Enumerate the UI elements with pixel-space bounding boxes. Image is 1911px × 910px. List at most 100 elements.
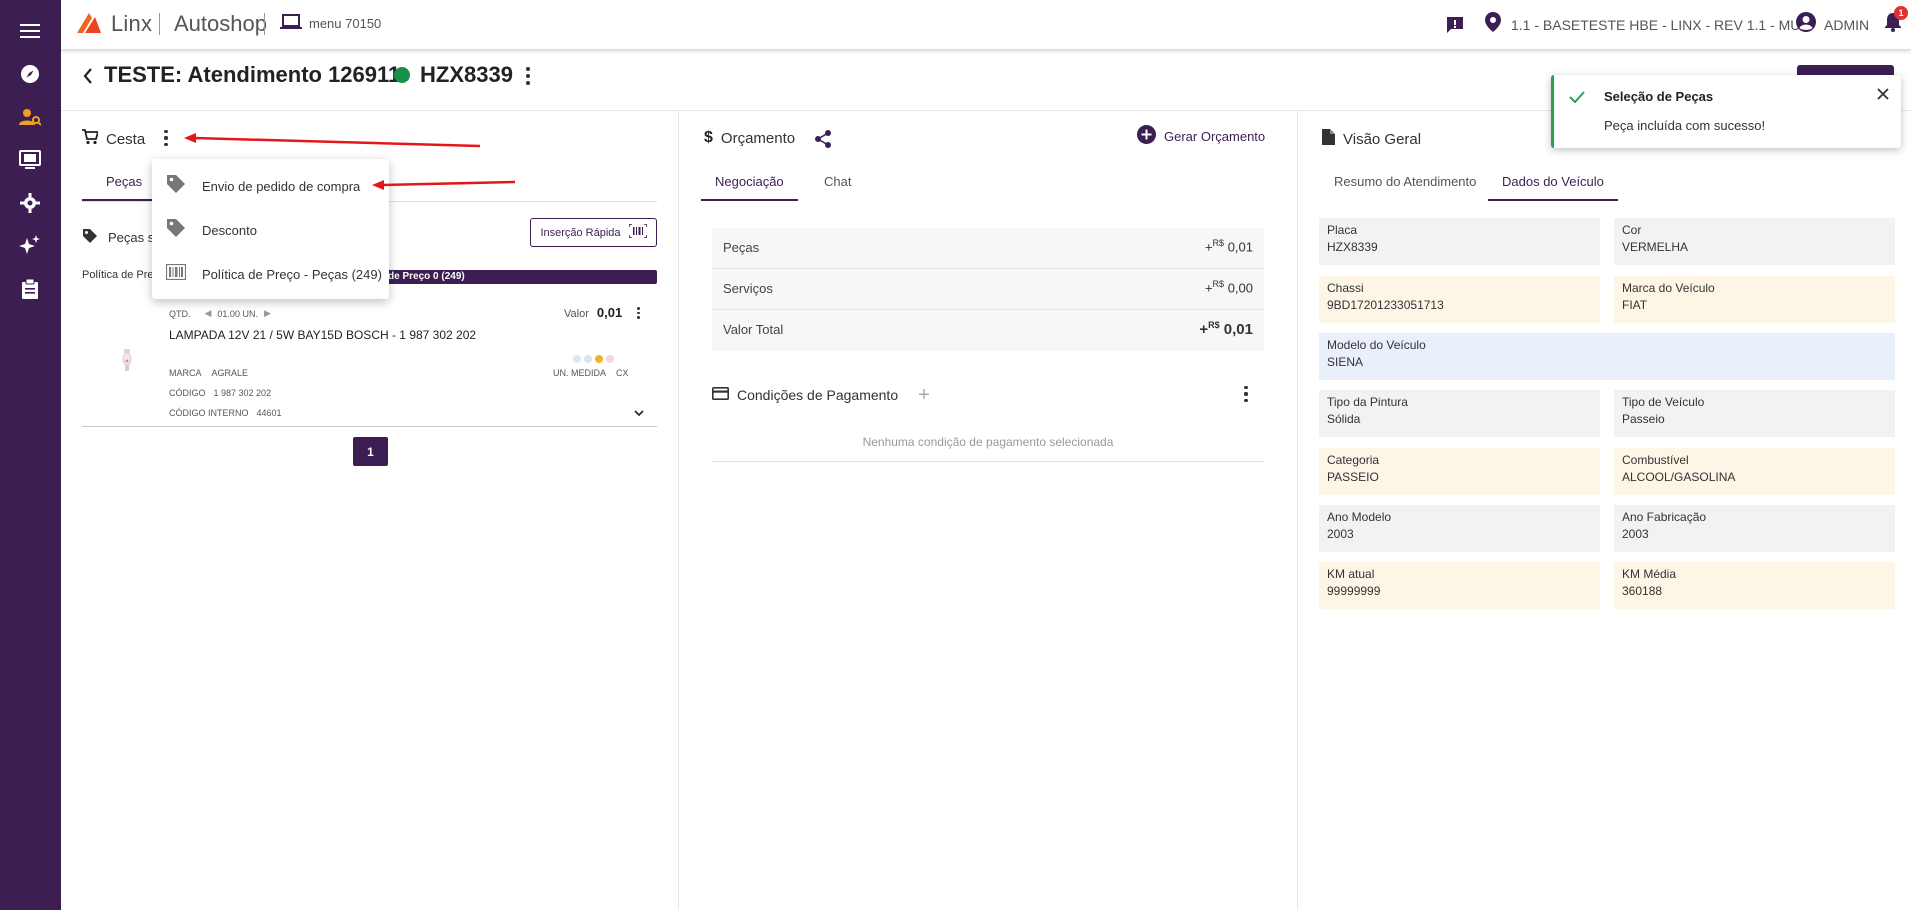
orcamento-title: Orçamento	[720, 129, 796, 147]
field-label: Marca do Veículo	[1622, 281, 1715, 295]
tag-icon	[166, 218, 186, 243]
generate-budget-label: Gerar Orçamento	[1164, 128, 1266, 144]
page-header: TESTE: Atendimento 126911 HZX8339	[61, 49, 1911, 111]
plus-circle-icon	[1137, 125, 1156, 147]
vehicle-field: Ano Modelo 2003	[1319, 505, 1600, 552]
qty-decrease-icon[interactable]: ◀	[204, 308, 212, 318]
field-label: Tipo da Pintura	[1327, 395, 1408, 409]
field-label: Tipo de Veículo	[1622, 395, 1705, 409]
column-divider	[1297, 111, 1298, 910]
clipboard-icon[interactable]	[17, 276, 43, 302]
visao-geral-title: Visão Geral	[1343, 130, 1422, 148]
field-value: 2003	[1327, 527, 1354, 541]
payment-title: Condições de Pagamento	[737, 387, 899, 403]
barcode-icon	[165, 263, 187, 285]
summary-label: Peças	[723, 240, 760, 255]
summary-row-servicos: Serviços +R$ 0,00	[712, 269, 1264, 310]
field-label: Ano Modelo	[1327, 510, 1392, 524]
qty-value[interactable]: 01.00 UN.	[217, 308, 258, 319]
vehicle-field: Combustível ALCOOL/GASOLINA	[1614, 448, 1895, 495]
vehicle-field: Tipo da Pintura Sólida	[1319, 390, 1600, 437]
availability-dot	[595, 355, 603, 363]
summary-divider	[712, 268, 1264, 269]
add-payment-icon[interactable]: +	[918, 384, 930, 406]
tab-pecas[interactable]: Peças	[82, 174, 167, 201]
location-text: 1.1 - BASETESTE HBE - LINX - REV 1.1 - M…	[1511, 16, 1816, 33]
bulb-thumbnail	[122, 349, 132, 380]
payment-more-icon[interactable]	[1244, 386, 1248, 402]
gear-icon[interactable]	[17, 190, 43, 216]
item-internal-code: CÓDIGO INTERNO 44601	[169, 408, 282, 418]
menu-icon[interactable]	[17, 18, 43, 44]
field-value: 2003	[1622, 527, 1649, 541]
monitor-icon[interactable]	[17, 147, 43, 173]
location-pin-icon	[1485, 12, 1501, 37]
item-value: Valor 0,01	[564, 305, 622, 320]
field-label: Modelo do Veículo	[1327, 338, 1426, 352]
cesta-more-icon[interactable]	[164, 130, 168, 146]
tab-chat[interactable]: Chat	[824, 174, 852, 189]
field-label: Cor	[1622, 223, 1642, 237]
user-name: ADMIN	[1824, 16, 1870, 33]
header-more-icon[interactable]	[526, 67, 530, 85]
expand-chevron-icon[interactable]	[634, 404, 644, 422]
codigo-value: 1 987 302 202	[213, 388, 272, 398]
menu-item-desconto[interactable]: Desconto	[152, 208, 389, 252]
share-icon[interactable]	[813, 129, 833, 154]
payment-empty-message: Nenhuma condição de pagamento selecionad…	[862, 435, 1114, 449]
availability-dot	[573, 355, 581, 363]
user-search-icon[interactable]	[17, 104, 43, 130]
field-value: FIAT	[1622, 298, 1648, 312]
close-icon[interactable]	[1877, 87, 1889, 105]
page-button[interactable]: 1	[353, 437, 388, 466]
valor-label: Valor	[564, 308, 589, 320]
price-policy-bar[interactable]: de Preço 0 (249)	[382, 270, 657, 284]
qty-label: QTD.	[169, 308, 191, 319]
tab-negociacao[interactable]: Negociação	[701, 174, 798, 201]
toast-title: Seleção de Peças	[1604, 89, 1714, 104]
summary-divider	[712, 309, 1264, 310]
tab-dados-veiculo[interactable]: Dados do Veículo	[1488, 174, 1618, 201]
field-value: 9BD17201233051713	[1327, 298, 1444, 312]
item-brand: MARCA AGRALE	[169, 368, 248, 378]
sparkles-icon[interactable]	[17, 233, 43, 259]
quick-insert-button[interactable]: Inserção Rápida	[530, 218, 657, 247]
qty-increase-icon[interactable]: ▶	[263, 308, 271, 318]
payment-header: Condições de Pagamento +	[712, 385, 930, 405]
summary-value: +R$ 0,01	[1199, 320, 1253, 338]
location-selector[interactable]: 1.1 - BASETESTE HBE - LINX - REV 1.1 - M…	[1485, 0, 1816, 49]
menu-item-envio-pedido[interactable]: Envio de pedido de compra	[152, 164, 389, 208]
tab-resumo-atendimento[interactable]: Resumo do Atendimento	[1334, 174, 1477, 189]
marca-label: MARCA	[169, 368, 202, 378]
notification-badge: 1	[1894, 6, 1908, 20]
codigo-interno-label: CÓDIGO INTERNO	[169, 408, 249, 418]
feedback-icon[interactable]	[1445, 0, 1465, 49]
vehicle-field: Placa HZX8339	[1319, 218, 1600, 265]
summary-value: +R$ 0,01	[1204, 238, 1253, 255]
pecas-section-label: Peças s	[108, 230, 155, 245]
user-menu[interactable]: ADMIN	[1796, 0, 1869, 49]
vehicle-field: Chassi 9BD17201233051713	[1319, 276, 1600, 323]
app-name: Autoshop	[174, 11, 267, 36]
dollar-icon: $	[704, 129, 713, 146]
summary-row-total: Valor Total +R$ 0,01	[712, 310, 1264, 351]
summary-row-pecas: Peças +R$ 0,01	[712, 228, 1264, 269]
field-value: Passeio	[1622, 412, 1665, 426]
notifications-button[interactable]: 1	[1884, 0, 1908, 49]
un-medida-value: CX	[616, 368, 629, 378]
budget-summary: Peças +R$ 0,01 Serviços +R$ 0,00 Valor T…	[712, 228, 1264, 351]
payment-divider	[712, 461, 1264, 462]
menu-item-label: Política de Preço - Peças (249)	[202, 266, 382, 282]
availability-dots	[573, 350, 617, 368]
document-icon	[1322, 129, 1335, 149]
generate-budget-button[interactable]: Gerar Orçamento	[1137, 125, 1265, 147]
vehicle-field: KM Média 360188	[1614, 562, 1895, 609]
item-more-icon[interactable]	[637, 307, 640, 320]
back-arrow-icon[interactable]	[83, 68, 93, 89]
menu-item-politica-preco[interactable]: Política de Preço - Peças (249)	[152, 252, 389, 296]
price-policy-label: Política de Pre	[82, 269, 154, 281]
compass-icon[interactable]	[17, 61, 43, 87]
summary-label: Valor Total	[723, 322, 784, 337]
field-value: HZX8339	[1327, 240, 1378, 254]
orcamento-header: $ Orçamento	[704, 129, 795, 147]
